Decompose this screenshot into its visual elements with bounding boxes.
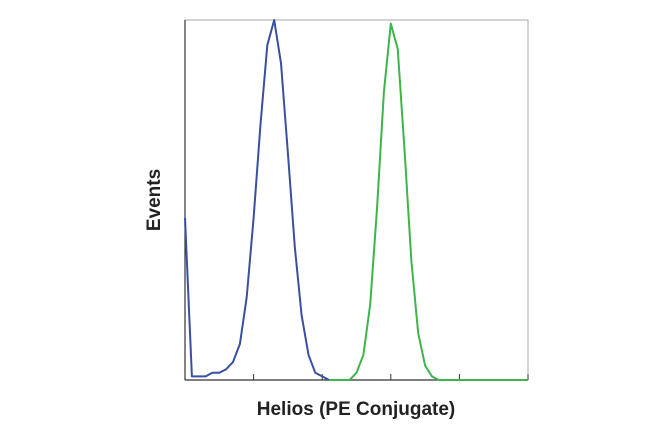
histogram-line	[329, 22, 528, 381]
histogram-line	[184, 19, 330, 381]
x-axis-label: Helios (PE Conjugate)	[257, 399, 455, 420]
y-axis-label: Events	[144, 169, 165, 231]
plot-frame	[184, 19, 529, 381]
